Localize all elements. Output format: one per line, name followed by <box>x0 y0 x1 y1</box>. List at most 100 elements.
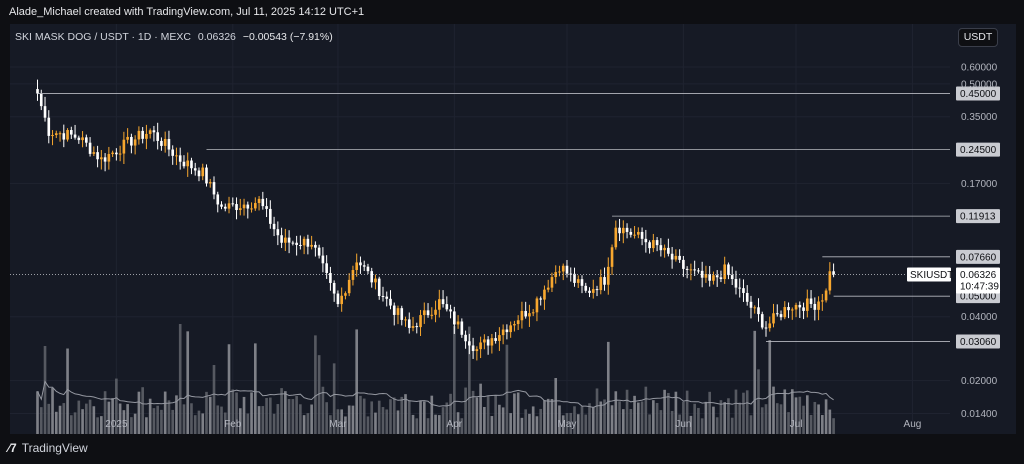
volume-bar <box>539 408 543 434</box>
candle-body <box>257 198 261 204</box>
candle-body <box>569 273 573 275</box>
volume-bar <box>231 389 235 434</box>
y-tick-label: 0.35000 <box>961 112 998 123</box>
price-chart[interactable]: 0.45000 0.24500 0.11913 0.07660 0.05000 0.030… <box>10 24 1016 434</box>
x-tick-label: Mar <box>329 419 347 430</box>
candle-body <box>220 204 223 207</box>
candle-body <box>697 270 700 272</box>
volume-bar <box>115 378 118 434</box>
volume-bar <box>712 406 715 434</box>
volume-bar <box>625 389 629 434</box>
candle-body <box>606 266 610 285</box>
volume-bar <box>103 391 107 434</box>
x-tick-label: Jun <box>675 419 691 430</box>
volume-bar <box>92 406 96 434</box>
volume-bar <box>310 404 313 434</box>
candle-body <box>422 310 426 316</box>
volume-bar <box>284 391 287 434</box>
y-tick-label: 0.01400 <box>961 409 998 420</box>
volume-bar <box>498 404 501 434</box>
candle-body <box>332 282 336 294</box>
volume-bar <box>723 402 727 434</box>
volume-bar <box>287 399 291 434</box>
candle-body <box>558 271 561 273</box>
volume-bar <box>145 417 148 434</box>
volume-bar <box>719 400 723 434</box>
candle-body <box>554 272 558 278</box>
volume-bar <box>366 416 370 434</box>
level-badge-label: 0.05000 <box>960 292 997 303</box>
volume-bar <box>483 407 486 434</box>
volume-bar <box>220 406 223 434</box>
volume-bar <box>400 396 404 434</box>
candle-body <box>242 204 246 209</box>
volume-bar <box>546 398 550 434</box>
volume-bar <box>682 401 685 434</box>
candle-body <box>377 278 381 297</box>
candle-body <box>340 295 343 305</box>
candle-body <box>212 182 216 195</box>
candle-body <box>325 263 328 273</box>
candle-body <box>280 235 283 243</box>
volume-bar <box>257 406 261 434</box>
candle-body <box>742 288 745 293</box>
volume-bar <box>633 395 636 434</box>
candle-body <box>712 275 715 281</box>
candle-body <box>637 231 640 235</box>
x-tick-label: Aug <box>904 419 922 430</box>
volume-bar <box>344 416 347 434</box>
volume-bar <box>565 413 569 434</box>
volume-bar <box>426 418 430 434</box>
volume-bar <box>576 414 580 434</box>
candle-body <box>674 255 678 260</box>
candle-body <box>36 89 39 94</box>
volume-bar <box>122 410 126 434</box>
volume-bar <box>813 401 817 434</box>
volume-bar <box>464 387 467 434</box>
candle-body <box>370 271 374 283</box>
volume-bar <box>603 399 606 434</box>
y-tick-label: 0.17000 <box>961 179 998 190</box>
candle-body <box>160 140 163 146</box>
candle-body <box>693 269 696 271</box>
volume-bar <box>505 344 509 434</box>
tradingview-logo[interactable]: ⁄7 TradingView <box>8 441 88 455</box>
candle-body <box>216 194 220 205</box>
volume-bar <box>235 392 238 434</box>
candle-body <box>708 274 711 281</box>
candle-body <box>685 268 689 270</box>
chart-pane[interactable]: 0.45000 0.24500 0.11913 0.07660 0.05000 0.030… <box>10 24 1016 434</box>
candle-body <box>317 247 321 256</box>
candle-body <box>163 138 167 146</box>
volume-bar <box>700 418 704 434</box>
volume-bar <box>558 405 561 434</box>
volume-bar <box>242 396 246 434</box>
candle-body <box>351 270 355 280</box>
candle-body <box>118 153 122 155</box>
candle-body <box>344 293 347 296</box>
volume-bar <box>351 405 355 434</box>
candle-body <box>250 208 253 210</box>
candle-body <box>227 203 231 209</box>
volume-bar <box>591 406 595 434</box>
volume-bar <box>317 355 321 434</box>
volume-bar <box>280 388 283 434</box>
volume-bar <box>133 413 137 434</box>
volume-bar <box>381 407 385 434</box>
candle-body <box>528 313 531 317</box>
candle-body <box>197 170 201 177</box>
candle-body <box>178 155 182 162</box>
currency-button[interactable]: USDT <box>958 28 998 47</box>
volume-bar <box>730 417 734 434</box>
level-badge <box>956 142 1000 157</box>
candle-body <box>727 264 730 276</box>
candle-body <box>411 326 415 328</box>
volume-bar <box>824 399 828 434</box>
candle-body <box>208 182 212 184</box>
volume-bar <box>738 402 742 434</box>
candle-body <box>802 307 805 311</box>
candle-body <box>441 299 445 305</box>
volume-bar <box>667 392 670 434</box>
volume-bar <box>648 414 651 434</box>
volume-bar <box>411 414 415 434</box>
